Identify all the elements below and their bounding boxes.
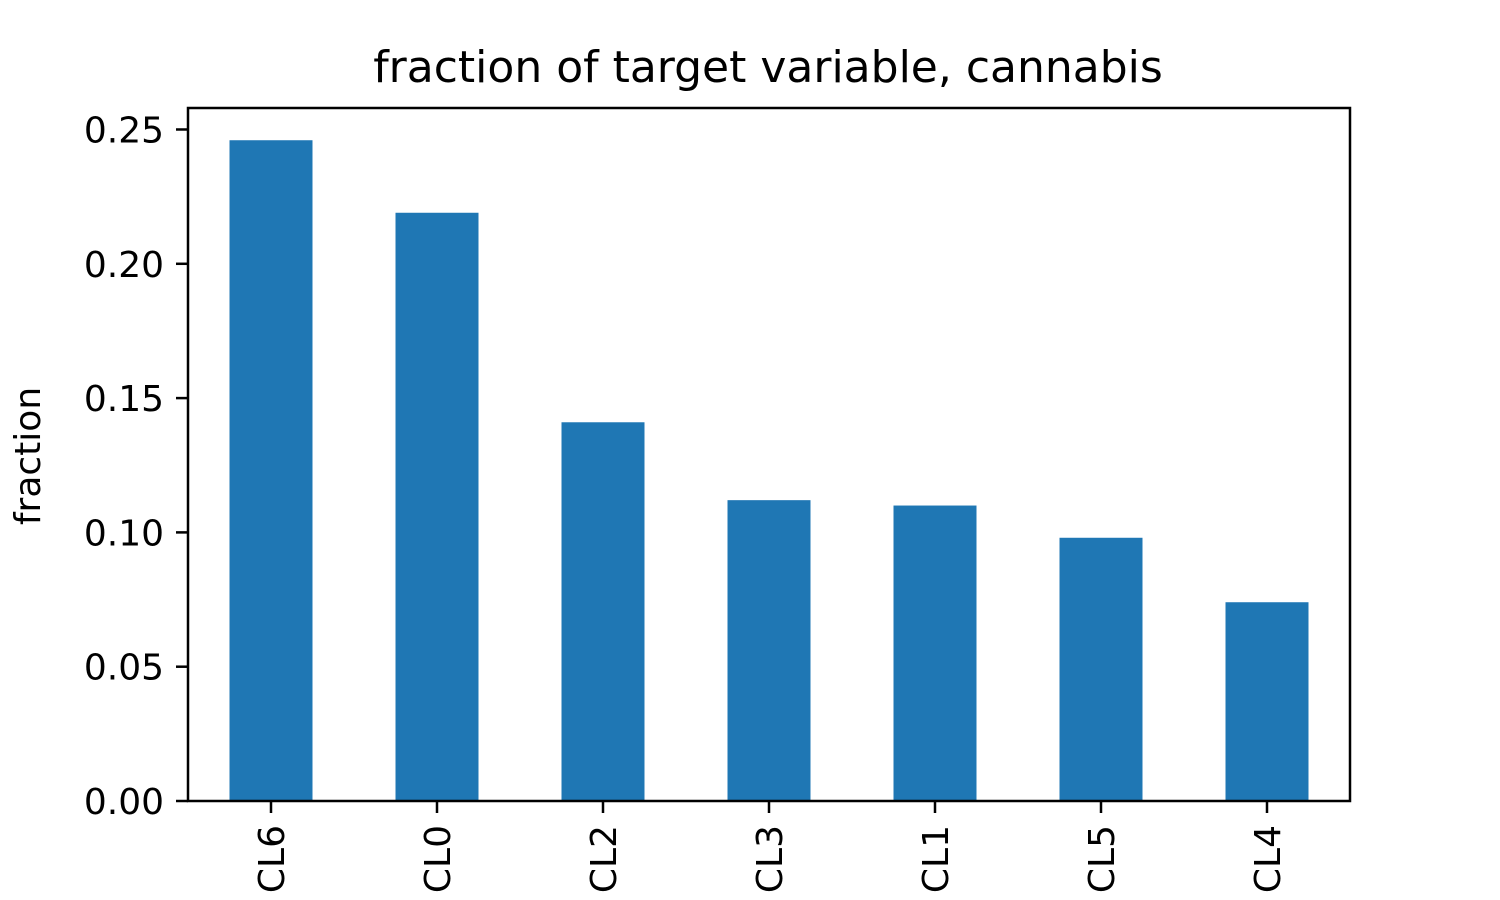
bars-group <box>229 140 1309 802</box>
y-tick-label: 0.25 <box>84 110 164 151</box>
x-tick-label: CL3 <box>750 825 791 893</box>
x-tick-label: CL2 <box>584 825 625 893</box>
x-tick-label: CL6 <box>252 825 293 893</box>
y-axis-ticks: 0.00 0.05 0.10 0.15 0.20 0.25 <box>84 110 188 823</box>
chart-title: fraction of target variable, cannabis <box>373 42 1163 93</box>
y-tick-label: 0.05 <box>84 648 164 689</box>
x-tick-label: CL1 <box>916 825 957 893</box>
bar-cl4 <box>1225 602 1309 801</box>
plot-frame <box>186 106 1352 803</box>
y-axis-label: fraction <box>8 387 49 525</box>
bar-cl3 <box>727 500 811 801</box>
y-tick-label: 0.10 <box>84 513 164 554</box>
x-tick-label: CL4 <box>1248 825 1289 893</box>
bar-cl2 <box>561 422 645 801</box>
bar-cl1 <box>893 505 977 801</box>
y-tick-label: 0.20 <box>84 245 164 286</box>
y-tick-label: 0.00 <box>84 782 164 823</box>
y-tick-label: 0.15 <box>84 379 164 420</box>
bar-cl6 <box>229 140 313 802</box>
x-tick-label: CL0 <box>418 825 459 893</box>
x-axis-ticks: CL6 CL0 CL2 CL3 CL1 CL5 CL4 <box>252 801 1289 893</box>
bar-cl0 <box>395 212 479 802</box>
bar-cl5 <box>1059 537 1143 801</box>
x-tick-label: CL5 <box>1082 825 1123 893</box>
